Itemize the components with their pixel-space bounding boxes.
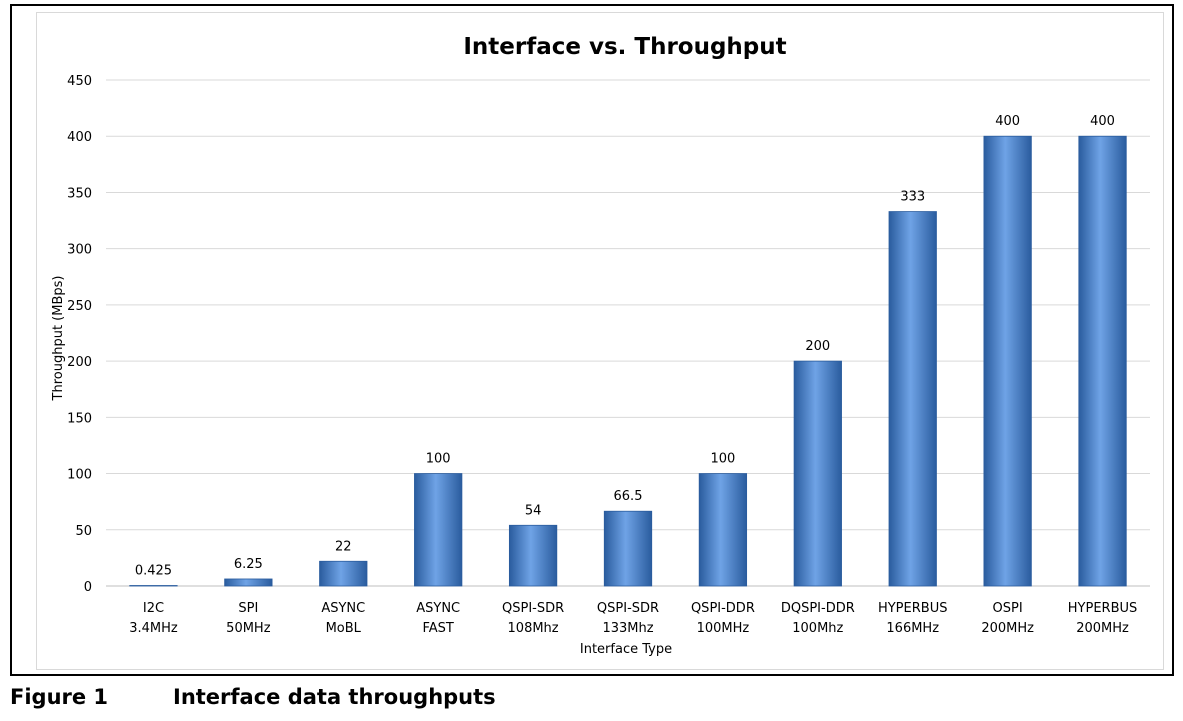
bar	[1078, 135, 1127, 587]
category-label: MoBL	[326, 621, 362, 636]
y-tick-label: 300	[67, 243, 92, 258]
y-tick-label: 50	[75, 524, 92, 539]
data-label: 22	[335, 539, 352, 554]
category-label: 3.4MHz	[129, 621, 178, 636]
category-label: DQSPI-DDR	[781, 601, 855, 616]
bar	[888, 211, 937, 587]
bar	[603, 510, 653, 587]
data-label: 54	[525, 503, 542, 518]
bar	[793, 360, 842, 587]
category-label: QSPI-DDR	[691, 601, 755, 616]
category-label: 100Mhz	[792, 621, 843, 636]
category-label: HYPERBUS	[1068, 601, 1138, 616]
category-label: ASYNC	[416, 601, 460, 616]
category-label: OSPI	[993, 601, 1023, 616]
data-label: 66.5	[614, 489, 643, 504]
category-label: 100MHz	[697, 621, 750, 636]
data-label: 0.425	[135, 564, 172, 579]
category-label: HYPERBUS	[878, 601, 948, 616]
category-label: 166MHz	[886, 621, 939, 636]
figure-caption-text: Interface data throughputs	[173, 685, 496, 709]
chart-area: Interface vs. Throughput 0 50 100 150 200 250 3…	[36, 12, 1164, 670]
category-label: QSPI-SDR	[502, 601, 564, 616]
x-axis-label: Interface Type	[580, 642, 672, 657]
data-label: 333	[900, 190, 925, 205]
chart-title: Interface vs. Throughput	[463, 34, 786, 60]
bar-chart: Interface vs. Throughput 0 50 100 150 200 250 3…	[51, 34, 1150, 657]
data-label: 400	[1090, 114, 1115, 129]
category-label: ASYNC	[321, 601, 365, 616]
y-tick-label: 400	[67, 130, 92, 145]
category-label: 108Mhz	[508, 621, 559, 636]
category-label: 50MHz	[226, 621, 271, 636]
figure-number: Figure 1	[10, 685, 109, 709]
chart-frame: Interface vs. Throughput 0 50 100 150 200 250 3…	[10, 4, 1174, 676]
category-label: SPI	[238, 601, 258, 616]
y-axis-label: Throughput (MBps)	[51, 276, 66, 402]
y-tick-label: 150	[67, 411, 92, 426]
category-label: FAST	[422, 621, 453, 636]
bar	[508, 524, 558, 587]
category-label: 200MHz	[981, 621, 1034, 636]
y-tick-label: 100	[67, 468, 92, 483]
category-label: QSPI-SDR	[597, 601, 659, 616]
category-label: 200MHz	[1076, 621, 1129, 636]
data-label: 400	[995, 114, 1020, 129]
bar	[698, 473, 748, 587]
bar	[224, 578, 273, 587]
bar	[414, 473, 463, 587]
y-tick-label: 450	[67, 74, 92, 89]
data-label: 200	[805, 339, 830, 354]
category-label: 133Mhz	[602, 621, 653, 636]
bar	[319, 560, 368, 587]
data-label: 100	[426, 452, 451, 467]
data-label: 6.25	[234, 557, 263, 572]
y-tick-label: 350	[67, 186, 92, 201]
bar	[983, 135, 1032, 587]
y-tick-label: 200	[67, 355, 92, 370]
y-tick-label: 0	[84, 580, 92, 595]
bar	[129, 585, 178, 587]
y-tick-label: 250	[67, 299, 92, 314]
category-label: I2C	[143, 601, 164, 616]
data-label: 100	[710, 452, 735, 467]
